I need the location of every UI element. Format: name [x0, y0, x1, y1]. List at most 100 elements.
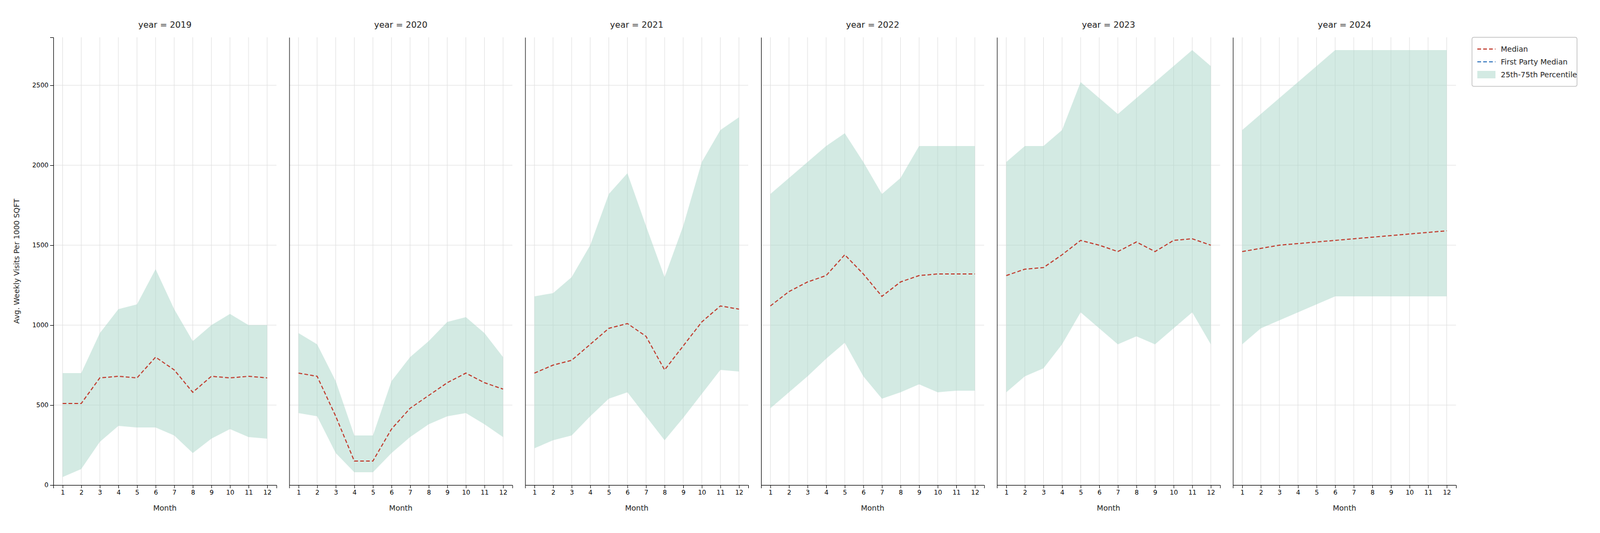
x-tick: 6 [625, 485, 630, 497]
x-tick-mark [335, 485, 336, 489]
grid-line-y [761, 405, 984, 406]
x-tick-mark [571, 485, 573, 489]
x-tick: 11 [952, 485, 961, 497]
x-tick: 8 [662, 485, 668, 497]
x-tick: 9 [445, 485, 450, 497]
x-axis: 123456789101112 [761, 485, 985, 497]
x-tick-mark [701, 485, 703, 489]
plot-area [1006, 50, 1211, 393]
x-tick: 7 [1116, 485, 1121, 497]
x-tick-label: 12 [1442, 489, 1451, 497]
percentile-band [1242, 50, 1447, 345]
x-tick: 11 [244, 485, 253, 497]
x-tick-label: 4 [824, 489, 829, 497]
x-tick: 5 [135, 485, 140, 497]
y-tick-mark [50, 325, 54, 326]
x-tick-mark [1372, 485, 1373, 489]
x-tick-label: 10 [461, 489, 470, 497]
panel: 12345678910111205001000150020002500year … [12, 19, 277, 513]
x-tick-mark [937, 485, 939, 489]
x-tick: 8 [190, 485, 196, 497]
x-tick-label: 11 [1188, 489, 1197, 497]
grid-line-y [289, 165, 512, 166]
x-tick-label: 10 [933, 489, 942, 497]
x-tick-mark [1334, 485, 1336, 489]
chart: 12345678910111205001000150020002500year … [0, 0, 1600, 533]
median-line [534, 306, 739, 374]
median-line [1242, 230, 1447, 252]
x-tick-mark [1242, 485, 1243, 489]
x-tick-mark [118, 485, 119, 489]
percentile-band [534, 117, 739, 449]
x-tick-label: 12 [734, 489, 743, 497]
grid-line-y [289, 245, 512, 246]
x-tick: 9 [681, 485, 686, 497]
x-tick-label: 9 [445, 489, 450, 497]
x-axis-line [289, 485, 513, 490]
x-tick-label: 9 [1389, 489, 1394, 497]
x-tick: 11 [480, 485, 489, 497]
percentile-band [1006, 50, 1211, 393]
y-axis [761, 37, 763, 486]
x-tick-label: 10 [698, 489, 707, 497]
legend-swatch [1477, 48, 1496, 50]
x-tick-mark [1136, 485, 1138, 489]
grid [996, 37, 1220, 486]
x-tick-label: 2 [1259, 489, 1264, 497]
x-tick-mark [1279, 485, 1280, 489]
median-line [770, 254, 975, 307]
grid [1233, 37, 1456, 486]
y-axis-title: Avg. Weekly Visits Per 1000 SQFT [12, 198, 21, 324]
y-axis [996, 37, 998, 486]
y-tick-mark [50, 245, 54, 246]
y-tick: 2500 [32, 81, 54, 90]
x-tick-mark [1390, 485, 1392, 489]
panel-title: year = 2020 [374, 19, 428, 30]
x-tick: 10 [461, 485, 470, 497]
x-tick-label: 7 [1352, 489, 1357, 497]
x-tick: 5 [1314, 485, 1319, 497]
x-tick-label: 12 [499, 489, 508, 497]
y-tick-label: 2500 [32, 81, 49, 90]
x-tick: 10 [933, 485, 942, 497]
x-tick: 12 [734, 485, 743, 497]
x-tick-label: 3 [1041, 489, 1046, 497]
x-tick-mark [1298, 485, 1299, 489]
x-tick: 4 [352, 485, 357, 497]
x-tick-mark [428, 485, 430, 489]
x-tick: 1 [532, 485, 538, 497]
x-tick: 5 [1078, 485, 1084, 497]
x-tick: 1 [1004, 485, 1009, 497]
grid-line-x [298, 37, 299, 486]
grid-line-y [525, 85, 749, 86]
y-tick-label: 0 [44, 481, 49, 490]
x-tick-mark [1155, 485, 1156, 489]
x-axis-title: Month [1332, 504, 1357, 513]
x-tick-mark [298, 485, 300, 489]
x-tick-mark [844, 485, 846, 489]
x-tick-mark [739, 485, 740, 489]
x-axis-title: Month [153, 504, 177, 513]
x-tick-label: 11 [1424, 489, 1433, 497]
panel: 123456789101112year = 2024MonthMedianFir… [1233, 19, 1578, 513]
grid-line-y [996, 405, 1220, 406]
x-tick-label: 11 [244, 489, 253, 497]
x-tick: 5 [843, 485, 848, 497]
grid-line-x [354, 37, 355, 486]
panel: 123456789101112year = 2022Month [761, 19, 985, 513]
x-tick-label: 2 [551, 489, 556, 497]
x-tick-mark [484, 485, 485, 489]
x-tick: 2 [315, 485, 320, 497]
x-tick-label: 3 [333, 489, 339, 497]
panel-title: year = 2022 [845, 19, 900, 30]
percentile-band [62, 269, 267, 478]
x-tick: 4 [116, 485, 122, 497]
x-tick-mark [81, 485, 82, 489]
x-tick-mark [372, 485, 374, 489]
x-tick-label: 8 [1134, 489, 1139, 497]
x-tick-mark [590, 485, 591, 489]
x-tick-mark [174, 485, 175, 489]
median-line [298, 373, 503, 462]
x-tick-label: 5 [1078, 489, 1084, 497]
panel-title: year = 2021 [610, 19, 664, 30]
